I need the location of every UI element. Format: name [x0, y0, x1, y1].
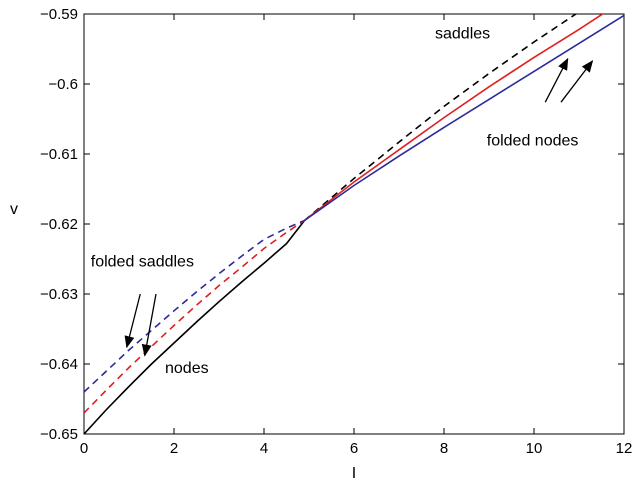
annotation-label: nodes: [165, 360, 209, 377]
x-tick-label: 2: [170, 440, 178, 457]
series-group: [84, 14, 624, 434]
x-tick-label: 10: [526, 440, 543, 457]
series-line: [304, 14, 605, 222]
x-tick-label: 6: [350, 440, 358, 457]
annotation-label: folded saddles: [91, 254, 194, 271]
x-axis-label: I: [352, 465, 356, 482]
y-axis-label: v: [10, 201, 18, 218]
y-tick-label: −0.59: [40, 6, 78, 23]
annotation-arrow: [141, 293, 157, 357]
annotation-arrow: [560, 60, 594, 103]
series-line: [304, 14, 624, 222]
annotations-group: saddles folded nodes folded saddles nodes: [91, 26, 594, 377]
y-tick-label: −0.61: [40, 146, 78, 163]
y-tick-label: −0.6: [48, 76, 78, 93]
plot-area: [83, 13, 625, 435]
annotation-arrow: [544, 57, 569, 103]
y-tick-label: −0.64: [40, 356, 78, 373]
x-tick-label: 0: [80, 440, 88, 457]
y-tick-label: −0.63: [40, 286, 78, 303]
y-tick-label: −0.62: [40, 216, 78, 233]
y-tick-label: −0.65: [40, 426, 78, 443]
series-line: [303, 14, 578, 222]
series-line: [84, 220, 306, 434]
series-line: [84, 219, 305, 414]
x-tick-label: 8: [440, 440, 448, 457]
x-tick-label: 12: [616, 440, 633, 457]
annotation-label: saddles: [435, 26, 490, 43]
annotation-label: folded nodes: [487, 133, 579, 150]
x-tick-label: 4: [260, 440, 268, 457]
series-line: [84, 219, 305, 393]
annotation-arrow: [124, 293, 141, 349]
ticks: 0 2 4 6 8 10 12 −0.65 −0.64 −0.63 −0.62 −0.61 −0.6 −0…: [40, 6, 632, 457]
